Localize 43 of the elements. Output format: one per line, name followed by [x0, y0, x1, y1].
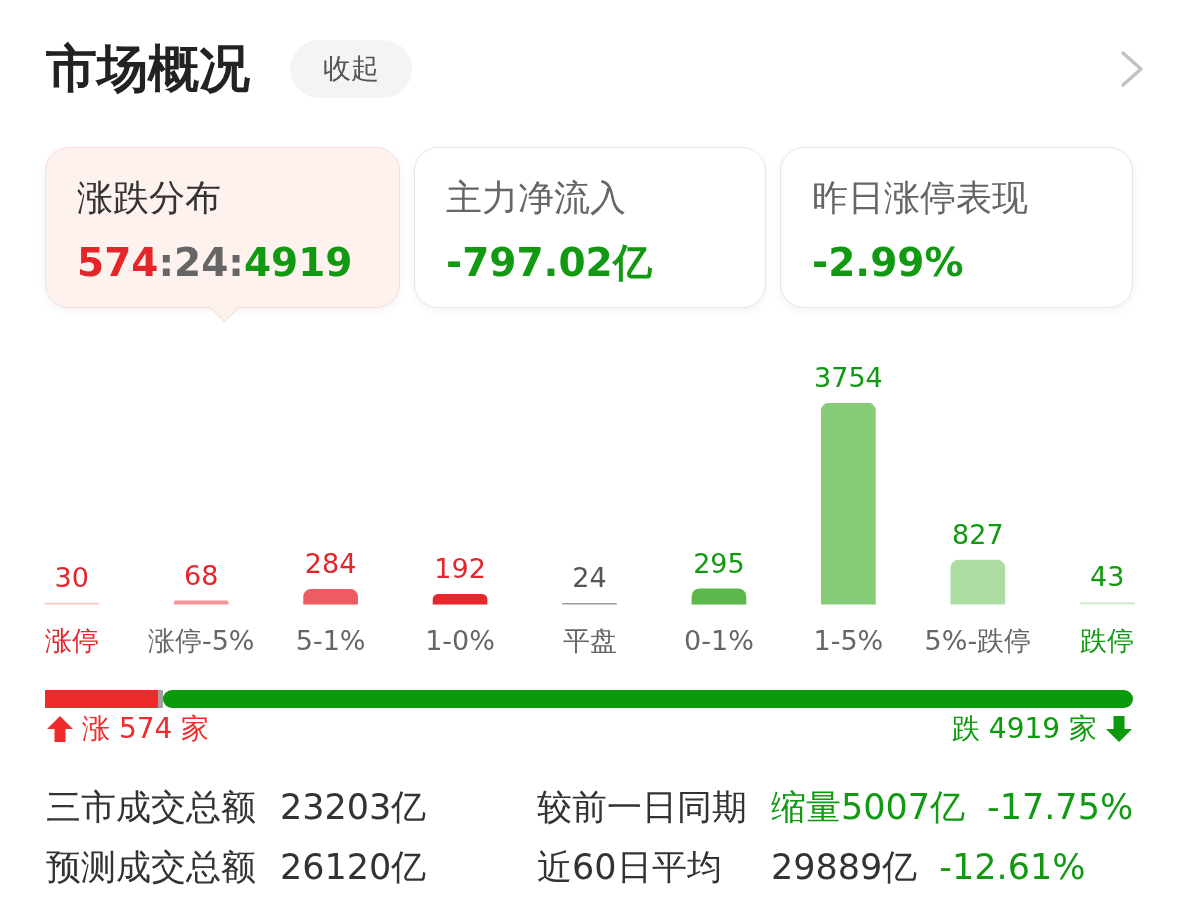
- text: 缩量5007亿: [771, 786, 966, 829]
- data-label: 30: [54, 561, 89, 593]
- data-label: 192: [434, 553, 486, 585]
- x-tick-label: 0-1%: [684, 624, 754, 656]
- bar: [303, 589, 358, 605]
- data-label: 68: [183, 559, 219, 591]
- x-tick-label: 5-1%: [295, 624, 366, 656]
- data-label: 827: [952, 519, 1004, 551]
- text: 29889亿: [771, 846, 918, 889]
- text: 昨日涨停表现: [812, 176, 1028, 220]
- text: 23203亿: [280, 786, 427, 829]
- data-label: 284: [304, 548, 357, 580]
- bar: [950, 559, 1006, 605]
- data-label: 3754: [814, 362, 883, 393]
- text: 近60日平均: [537, 846, 723, 889]
- text: 市场概况: [46, 38, 250, 100]
- data-label: 24: [572, 562, 607, 594]
- x-tick-label: 1-0%: [425, 624, 495, 656]
- collapse-button: 收起: [290, 40, 412, 98]
- x-tick-label: 涨停: [44, 624, 99, 656]
- x-tick-label: 涨停-5%: [147, 624, 255, 656]
- x-tick-label: 平盘: [562, 624, 617, 656]
- data-label: 涨 574 家: [82, 712, 210, 746]
- text: -17.75%: [987, 786, 1134, 829]
- data-label: 295: [693, 547, 745, 579]
- text: 主力净流入: [446, 176, 626, 220]
- text: 较前一日同期: [537, 786, 748, 829]
- text: 涨跌分布: [77, 176, 221, 220]
- x-tick-label: 1-5%: [813, 624, 884, 656]
- text: -12.61%: [939, 846, 1086, 889]
- text: 三市成交总额: [46, 786, 257, 829]
- bar: [821, 403, 876, 605]
- x-tick-label: 跌停: [1080, 624, 1135, 656]
- text: 26120亿: [280, 846, 427, 889]
- text: 预测成交总额: [46, 846, 257, 889]
- text: 574:24:4919: [77, 240, 353, 285]
- text: -2.99%: [812, 239, 964, 287]
- bar: [432, 593, 488, 605]
- data-label: 跌 4919 家: [951, 712, 1097, 746]
- bar: [691, 588, 747, 605]
- data-label: 43: [1090, 561, 1125, 593]
- text: -797.02亿: [446, 239, 652, 287]
- x-tick-label: 5%-跌停: [924, 624, 1032, 656]
